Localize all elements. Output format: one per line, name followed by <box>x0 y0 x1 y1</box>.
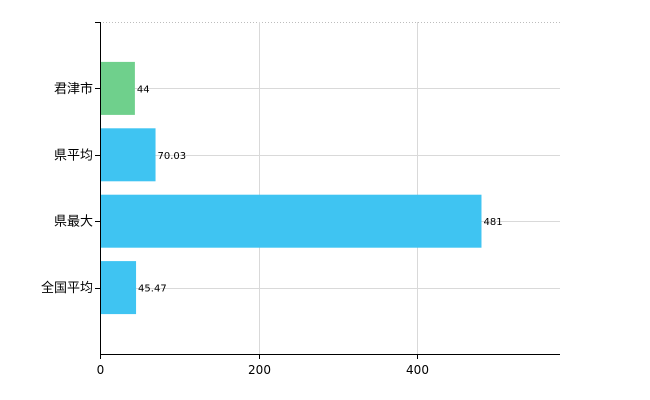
bar <box>101 128 156 182</box>
data-label: 45.47 <box>138 284 167 295</box>
data-label: 44 <box>137 84 150 95</box>
bar <box>101 261 137 315</box>
data-labels: 44 70.03 481 45.47 <box>137 84 503 294</box>
data-label: 70.03 <box>158 151 187 162</box>
grid-lines <box>100 22 560 354</box>
bars <box>101 61 482 315</box>
x-tick-label: 200 <box>248 363 271 377</box>
category-label: 県平均 <box>54 148 93 163</box>
bar <box>101 61 135 115</box>
x-tick-labels: 0 200 400 <box>97 363 429 377</box>
category-label: 県最大 <box>54 215 93 230</box>
data-label: 481 <box>483 217 502 228</box>
axes <box>95 22 560 359</box>
category-label: 君津市 <box>54 81 93 97</box>
bar <box>101 194 482 248</box>
x-tick-label: 400 <box>406 363 429 377</box>
category-label: 全国平均 <box>41 280 93 296</box>
x-tick-label: 0 <box>97 363 105 377</box>
